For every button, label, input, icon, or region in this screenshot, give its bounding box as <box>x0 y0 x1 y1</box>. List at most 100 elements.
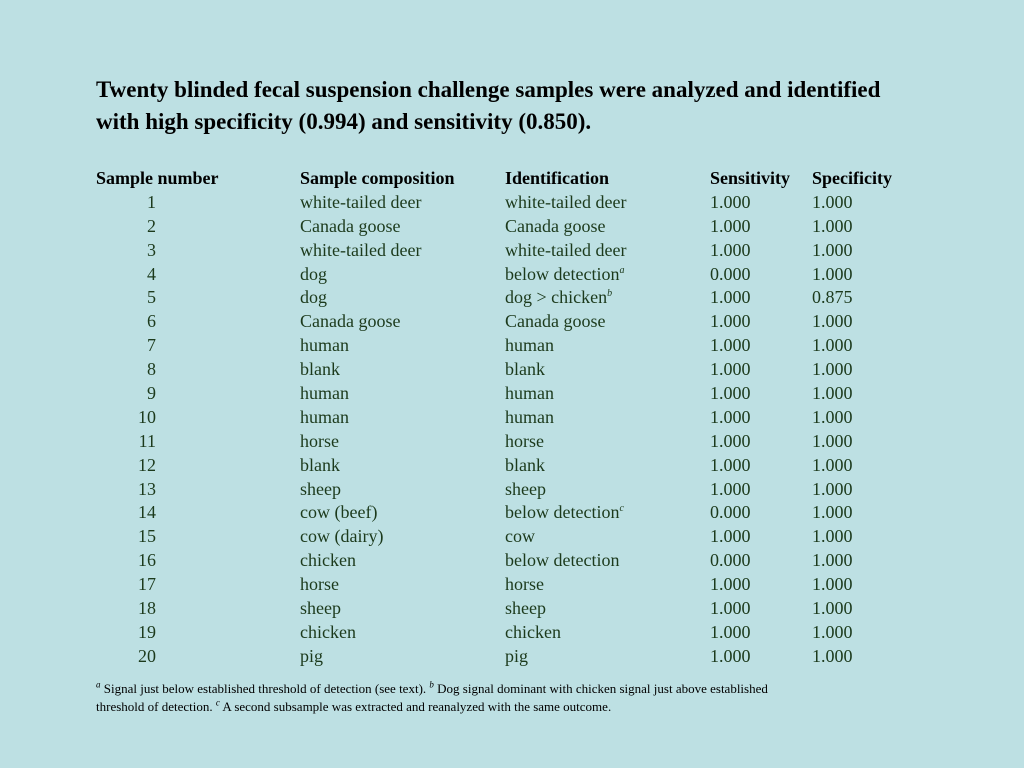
sample-number-cell: 18 <box>138 598 156 619</box>
sensitivity-cell: 1.000 <box>710 239 751 260</box>
footnote-a-text: Signal just below established threshold … <box>103 681 427 696</box>
sensitivity-cell: 0.000 <box>710 502 751 523</box>
header-specificity: Specificity <box>812 168 892 188</box>
table-row: 9 human human 1.000 1.000 <box>96 382 926 406</box>
sample-number-cell: 2 <box>147 215 156 236</box>
identification-text: below detection <box>505 263 620 284</box>
sensitivity-cell: 1.000 <box>710 621 751 642</box>
footnote-marker: b <box>607 288 613 300</box>
sample-number-cell: 7 <box>147 335 156 356</box>
sensitivity-cell: 1.000 <box>710 287 751 308</box>
footnote-mark-c: c <box>215 697 220 708</box>
identification-cell: cow <box>505 526 535 547</box>
identification-cell: sheep <box>505 598 546 619</box>
sample-number-cell: 3 <box>147 239 156 260</box>
identification-cell: human <box>505 406 554 427</box>
specificity-cell: 1.000 <box>812 311 853 332</box>
sample-composition-cell: Canada goose <box>300 215 401 236</box>
table-row: 14 cow (beef) below detectionc 0.000 1.000 <box>96 501 926 525</box>
specificity-cell: 1.000 <box>812 454 853 475</box>
identification-cell: blank <box>505 454 545 475</box>
identification-cell: human <box>505 335 554 356</box>
sample-composition-cell: sheep <box>300 478 341 499</box>
table-row: 20 pig pig 1.000 1.000 <box>96 645 926 669</box>
specificity-cell: 1.000 <box>812 335 853 356</box>
sample-number-cell: 10 <box>138 406 156 427</box>
header-sample-number: Sample number <box>96 168 219 188</box>
sample-number-cell: 19 <box>138 621 156 642</box>
identification-cell: below detectionc <box>505 501 624 525</box>
specificity-cell: 1.000 <box>812 383 853 404</box>
sample-composition-cell: horse <box>300 430 339 451</box>
identification-cell: Canada goose <box>505 311 606 332</box>
sample-composition-cell: human <box>300 406 349 427</box>
footnotes: a Signal just below established threshol… <box>96 680 796 716</box>
sample-composition-cell: cow (beef) <box>300 502 378 523</box>
identification-text: dog > chicken <box>505 287 608 308</box>
sample-composition-cell: blank <box>300 454 340 475</box>
sample-number-cell: 8 <box>147 359 156 380</box>
specificity-cell: 1.000 <box>812 598 853 619</box>
sensitivity-cell: 1.000 <box>710 359 751 380</box>
sensitivity-cell: 1.000 <box>710 526 751 547</box>
table-row: 5 dog dog > chickenb 1.000 0.875 <box>96 286 926 310</box>
sample-composition-cell: horse <box>300 574 339 595</box>
sample-number-cell: 9 <box>147 383 156 404</box>
footnote-mark-a: a <box>96 679 101 690</box>
identification-cell: horse <box>505 574 544 595</box>
sample-number-cell: 15 <box>138 526 156 547</box>
sample-composition-cell: cow (dairy) <box>300 526 384 547</box>
sample-composition-cell: white-tailed deer <box>300 191 422 212</box>
sample-number-cell: 1 <box>147 191 156 212</box>
sensitivity-cell: 1.000 <box>710 191 751 212</box>
table-row: 18 sheep sheep 1.000 1.000 <box>96 597 926 621</box>
sample-composition-cell: pig <box>300 645 324 666</box>
header-identification: Identification <box>505 168 610 188</box>
table-row: 15 cow (dairy) cow 1.000 1.000 <box>96 525 926 549</box>
specificity-cell: 1.000 <box>812 645 853 666</box>
sample-number-cell: 20 <box>138 645 156 666</box>
sample-composition-cell: sheep <box>300 598 341 619</box>
table-row: 13 sheep sheep 1.000 1.000 <box>96 478 926 502</box>
specificity-cell: 1.000 <box>812 478 853 499</box>
footnote-c-text: A second subsample was extracted and rea… <box>222 699 612 714</box>
sensitivity-cell: 1.000 <box>710 406 751 427</box>
sample-number-cell: 12 <box>138 454 156 475</box>
sample-number-cell: 5 <box>147 287 156 308</box>
identification-cell: below detectiona <box>505 263 624 287</box>
slide-title: Twenty blinded fecal suspension challeng… <box>96 77 881 134</box>
specificity-cell: 1.000 <box>812 239 853 260</box>
table-header: Sample number Sample composition Identif… <box>96 167 926 191</box>
sensitivity-cell: 1.000 <box>710 454 751 475</box>
sample-number-cell: 11 <box>138 430 156 451</box>
sample-number-cell: 17 <box>138 574 156 595</box>
specificity-cell: 1.000 <box>812 526 853 547</box>
identification-cell: white-tailed deer <box>505 191 627 212</box>
sample-composition-cell: blank <box>300 359 340 380</box>
specificity-cell: 1.000 <box>812 359 853 380</box>
sensitivity-cell: 0.000 <box>710 263 751 284</box>
footnote-b-text: Dog signal dominant with chicken signal … <box>96 681 768 714</box>
specificity-cell: 1.000 <box>812 574 853 595</box>
table-row: 17 horse horse 1.000 1.000 <box>96 573 926 597</box>
sample-number-cell: 13 <box>138 478 156 499</box>
table-row: 8 blank blank 1.000 1.000 <box>96 358 926 382</box>
sample-composition-cell: human <box>300 335 349 356</box>
sample-composition-cell: dog <box>300 287 327 308</box>
sensitivity-cell: 1.000 <box>710 383 751 404</box>
sample-number-cell: 6 <box>147 311 156 332</box>
specificity-cell: 1.000 <box>812 191 853 212</box>
header-sensitivity: Sensitivity <box>710 168 791 188</box>
table-row: 1 white-tailed deer white-tailed deer 1.000… <box>96 191 926 215</box>
table-row: 16 chicken below detection 0.000 1.000 <box>96 549 926 573</box>
sensitivity-cell: 1.000 <box>710 478 751 499</box>
identification-cell: blank <box>505 359 545 380</box>
specificity-cell: 1.000 <box>812 621 853 642</box>
table-row: 3 white-tailed deer white-tailed deer 1.000… <box>96 239 926 263</box>
specificity-cell: 1.000 <box>812 215 853 236</box>
identification-cell: white-tailed deer <box>505 239 627 260</box>
sensitivity-cell: 1.000 <box>710 574 751 595</box>
sensitivity-cell: 1.000 <box>710 430 751 451</box>
sensitivity-cell: 1.000 <box>710 311 751 332</box>
identification-cell: human <box>505 383 554 404</box>
